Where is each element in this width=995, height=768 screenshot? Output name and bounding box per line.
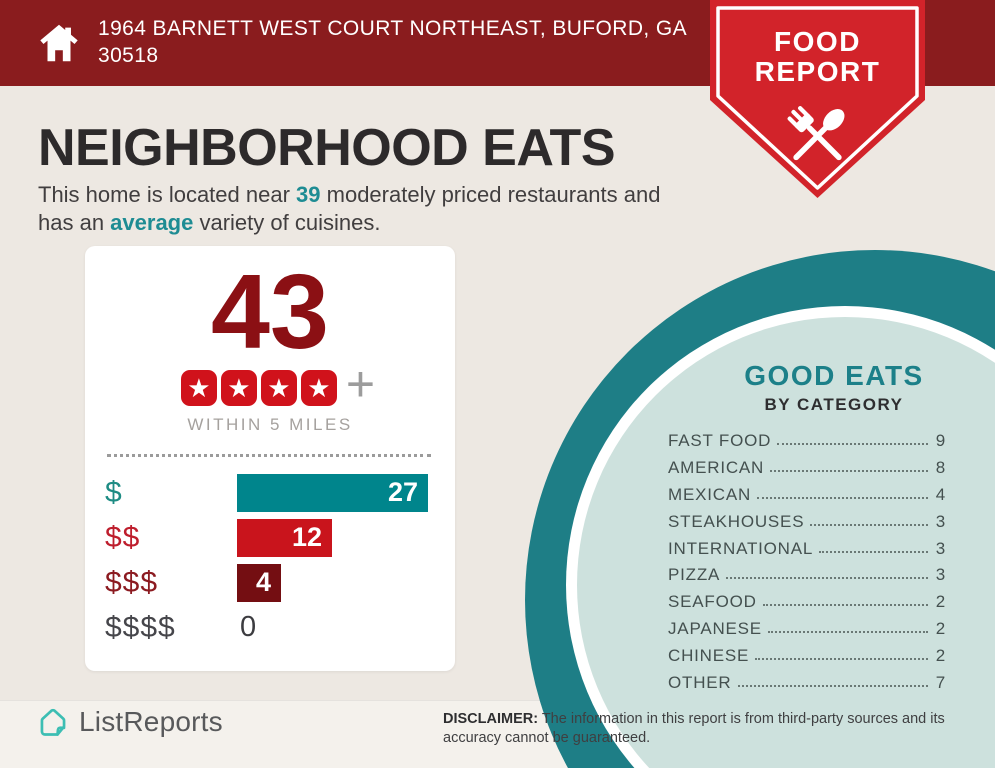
price-tier-zero-value: 0 <box>240 611 257 644</box>
plus-icon: + <box>345 356 376 413</box>
category-row: INTERNATIONAL 3 <box>668 535 946 562</box>
price-tier-label: $$$ <box>105 565 159 599</box>
star-icon: ★ <box>180 369 217 406</box>
category-label: STEAKHOUSES <box>668 511 805 531</box>
category-row: FAST FOOD 9 <box>668 428 946 455</box>
price-tier-bar: 4 <box>237 563 281 602</box>
category-value: 2 <box>935 645 946 665</box>
category-row: PIZZA 3 <box>668 562 946 589</box>
dotted-leader <box>755 657 928 660</box>
dotted-leader <box>777 443 928 446</box>
category-label: JAPANESE <box>668 618 762 638</box>
dotted-leader <box>770 470 928 473</box>
dotted-leader <box>762 604 928 607</box>
category-label: PIZZA <box>668 565 721 585</box>
price-tier-label: $ <box>105 475 123 509</box>
price-tier-value: 27 <box>387 477 418 508</box>
category-row: AMERICAN 8 <box>668 455 946 482</box>
category-value: 2 <box>935 592 946 612</box>
spoon-fork-icon <box>787 106 845 161</box>
summary-card: 43 ★ ★ ★ ★ + WITHIN 5 MILES $ 27 $$ 12 $$$ 4… <box>85 246 455 671</box>
category-list: FAST FOOD 9 AMERICAN 8 MEXICAN 4 STEAKHO… <box>668 428 946 696</box>
intro-part1: This home is located near <box>38 182 297 207</box>
badge-title-line2: REPORT <box>754 56 881 87</box>
category-label: AMERICAN <box>668 458 765 478</box>
badge-title-line1: FOOD <box>774 26 861 57</box>
dotted-leader <box>767 630 928 633</box>
category-row: MEXICAN 4 <box>668 482 946 509</box>
dotted-leader <box>737 684 928 687</box>
disclaimer: DISCLAIMER: The information in this repo… <box>443 710 995 748</box>
price-tier-label: $$$$ <box>105 610 176 644</box>
price-tier-value: 12 <box>291 522 322 553</box>
price-tier-bar: 12 <box>237 518 332 557</box>
category-value: 8 <box>935 458 946 478</box>
price-tier-label: $$ <box>105 520 141 554</box>
category-value: 3 <box>935 511 946 531</box>
dotted-leader <box>726 577 928 580</box>
category-value: 4 <box>935 484 946 504</box>
food-report-badge: FOOD REPORT <box>710 0 925 200</box>
category-label: MEXICAN <box>668 484 752 504</box>
price-tier-row: $$$ 4 <box>105 563 455 602</box>
variety-highlight: average <box>110 210 194 236</box>
brand-name: ListReports <box>79 706 223 737</box>
category-row: CHINESE 2 <box>668 642 946 669</box>
price-tier-value: 4 <box>255 567 271 598</box>
price-tier-list: $ 27 $$ 12 $$$ 4 $$$$ 0 <box>85 473 455 647</box>
listreports-logo-icon <box>40 708 66 736</box>
category-row: JAPANESE 2 <box>668 616 946 643</box>
star-icon: ★ <box>220 369 257 406</box>
category-label: OTHER <box>668 672 732 692</box>
dotted-leader <box>810 523 928 526</box>
property-address: 1964 BARNETT WEST COURT NORTHEAST, BUFOR… <box>98 17 686 67</box>
category-row: OTHER 7 <box>668 669 946 696</box>
good-eats-header: GOOD EATS BY CATEGORY <box>659 360 995 415</box>
brand-logo: ListReports <box>36 704 223 740</box>
good-eats-subtitle: BY CATEGORY <box>764 395 904 414</box>
star-icon: ★ <box>260 369 297 406</box>
disclaimer-text: The information in this report is from t… <box>443 711 945 747</box>
price-tier-row: $ 27 <box>105 473 455 512</box>
intro-part2: moderately priced restaurants and has an <box>38 182 661 236</box>
home-icon <box>40 24 78 62</box>
price-tier-row: $$$$ 0 <box>105 609 455 647</box>
star-icon: ★ <box>300 369 337 406</box>
restaurant-count: 39 <box>296 182 321 207</box>
badge-ribbon <box>710 0 925 198</box>
category-label: CHINESE <box>668 645 750 665</box>
category-value: 7 <box>935 672 946 692</box>
category-label: FAST FOOD <box>668 431 772 451</box>
category-value: 9 <box>935 431 946 451</box>
price-tier-bar: 27 <box>237 473 428 512</box>
stars-row: ★ ★ ★ ★ + <box>93 356 463 413</box>
category-row: STEAKHOUSES 3 <box>668 508 946 535</box>
radius-label: WITHIN 5 MILES <box>187 414 353 434</box>
price-tier-row: $$ 12 <box>105 518 455 557</box>
dotted-leader <box>757 496 928 499</box>
disclaimer-label: DISCLAIMER: <box>443 711 539 727</box>
intro-text: This home is located near 39 moderately … <box>38 181 698 237</box>
category-value: 3 <box>935 565 946 585</box>
category-value: 3 <box>935 538 946 558</box>
page-title: NEIGHBORHOOD EATS <box>38 119 616 177</box>
dotted-divider <box>107 453 431 457</box>
category-row: SEAFOOD 2 <box>668 589 946 616</box>
category-label: SEAFOOD <box>668 592 757 612</box>
dotted-leader <box>819 550 928 553</box>
category-label: INTERNATIONAL <box>668 538 814 558</box>
category-value: 2 <box>935 618 946 638</box>
total-restaurants: 43 <box>211 253 329 371</box>
good-eats-title: GOOD EATS <box>744 360 924 391</box>
intro-part3: variety of cuisines. <box>193 210 381 236</box>
